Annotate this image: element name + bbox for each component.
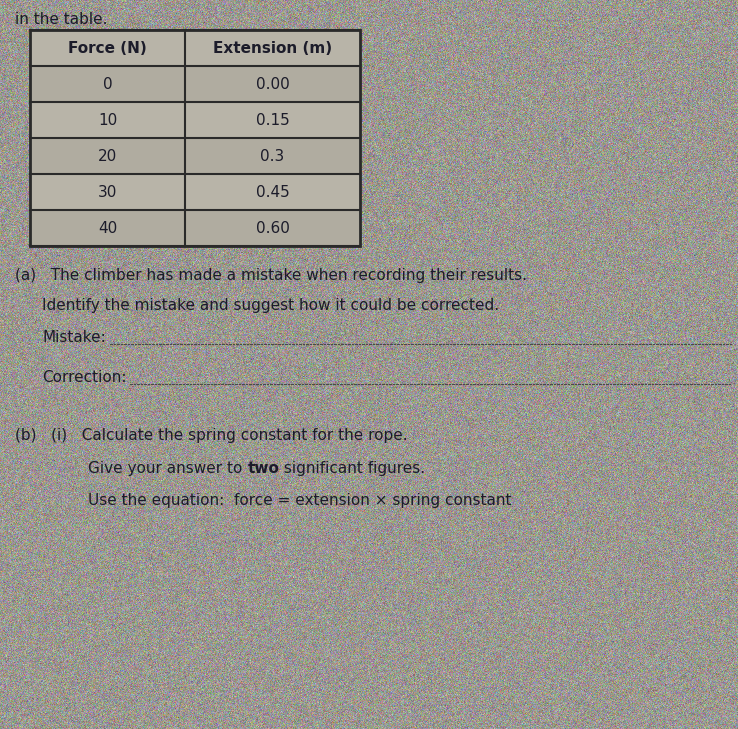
Text: Correction:: Correction: <box>42 370 126 385</box>
Bar <box>30 210 360 246</box>
Text: Force (N): Force (N) <box>68 41 147 55</box>
Text: 0.3: 0.3 <box>261 149 285 163</box>
Bar <box>30 30 360 246</box>
Text: Extension (m): Extension (m) <box>213 41 332 55</box>
Text: Mistake:: Mistake: <box>42 330 106 345</box>
Bar <box>30 102 360 138</box>
Text: 0: 0 <box>103 77 112 92</box>
Text: 0.15: 0.15 <box>255 112 289 128</box>
Bar <box>30 174 360 210</box>
Text: two: two <box>247 461 279 476</box>
Text: 0.00: 0.00 <box>255 77 289 92</box>
Text: Give your answer to: Give your answer to <box>88 461 247 476</box>
Text: (b)   (i)   Calculate the spring constant for the rope.: (b) (i) Calculate the spring constant fo… <box>15 428 407 443</box>
Text: 0.60: 0.60 <box>255 220 289 235</box>
Text: Use the equation:  force = extension × spring constant: Use the equation: force = extension × sp… <box>88 493 511 508</box>
Text: 40: 40 <box>98 220 117 235</box>
Text: significant figures.: significant figures. <box>279 461 425 476</box>
Text: 10: 10 <box>98 112 117 128</box>
Text: (a)   The climber has made a mistake when recording their results.: (a) The climber has made a mistake when … <box>15 268 527 283</box>
Text: 20: 20 <box>98 149 117 163</box>
Text: 30: 30 <box>98 184 117 200</box>
Bar <box>30 30 360 246</box>
Bar <box>30 138 360 174</box>
Text: Identify the mistake and suggest how it could be corrected.: Identify the mistake and suggest how it … <box>42 298 499 313</box>
Text: 0.45: 0.45 <box>255 184 289 200</box>
Text: in the table.: in the table. <box>15 12 108 27</box>
Bar <box>30 66 360 102</box>
